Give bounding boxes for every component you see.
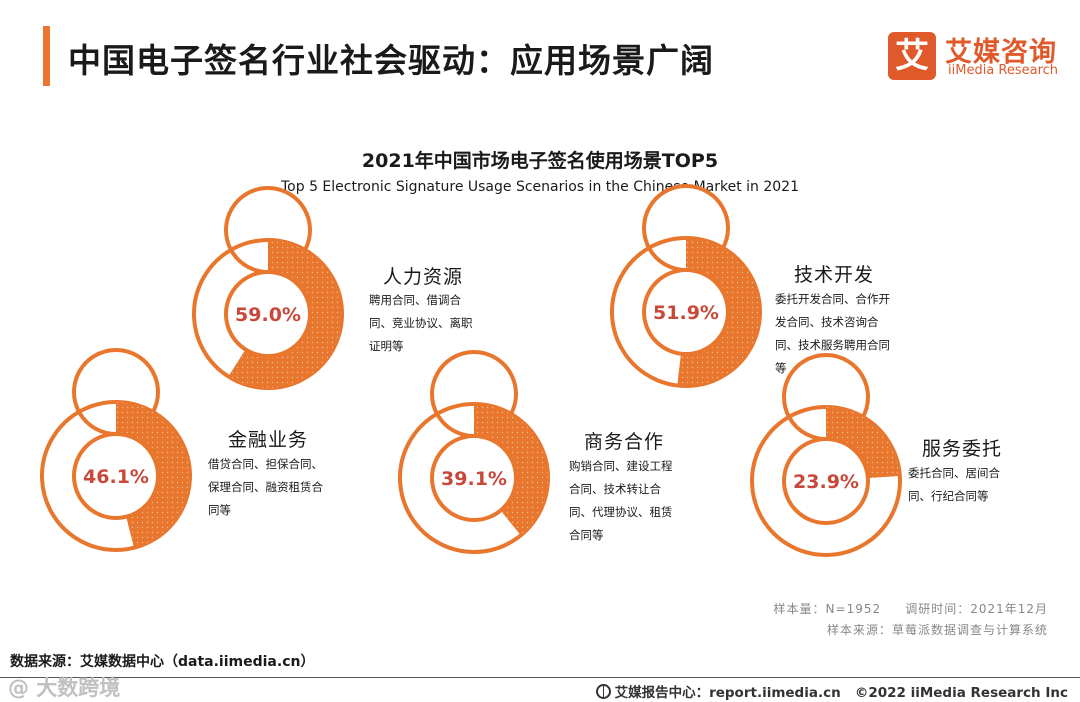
donut-finance: 46.1%: [40, 348, 192, 552]
globe-icon: [595, 684, 611, 699]
donut-segment-hr: [228, 240, 342, 388]
donut-hole-hr: [224, 270, 312, 358]
page-title: 中国电子签名行业社会驱动：应用场景广阔: [68, 41, 714, 80]
donut-hole-service: [782, 437, 870, 525]
sample-size: 样本量：N=1952: [773, 602, 882, 616]
category-label-hr: 人力资源: [383, 266, 464, 288]
donut-business: 39.1%: [398, 350, 550, 554]
category-label-tech: 技术开发: [794, 264, 875, 286]
donut-hole-business: [430, 434, 518, 522]
donut-segment-tech: [677, 238, 760, 386]
donut-value-tech: 51.9%: [653, 302, 719, 324]
category-label-service: 服务委托: [922, 438, 1003, 460]
logo-mark: 艾: [888, 32, 936, 80]
donut-value-service: 23.9%: [793, 471, 859, 493]
copyright: ©2022 iiMedia Research Inc: [854, 685, 1068, 701]
category-desc-finance: 借贷合同、担保合同、保理合同、融资租赁合同等: [208, 457, 323, 517]
donut-hole-finance: [72, 432, 160, 520]
donut-segment-service: [826, 407, 900, 479]
donut-service: 23.9%: [750, 353, 902, 557]
donut-value-business: 39.1%: [441, 468, 507, 490]
donut-value-hr: 59.0%: [235, 304, 301, 326]
data-source: 数据来源：艾媒数据中心（data.iimedia.cn）: [10, 654, 315, 670]
category-desc-hr: 聘用合同、借调合同、竞业协议、离职证明等: [369, 293, 473, 353]
donut-value-finance: 46.1%: [83, 466, 149, 488]
survey-time: 调研时间：2021年12月: [905, 602, 1048, 616]
sample-source: 样本来源：草莓派数据调查与计算系统: [826, 623, 1048, 637]
iimedia-logo: 艾 艾媒咨询 iiMedia Research: [888, 30, 1063, 82]
watermark: @ 大数跨境: [8, 676, 121, 700]
donut-segment-business: [474, 404, 549, 536]
category-desc-tech: 委托开发合同、合作开发合同、技术咨询合同、技术服务聘用合同等: [775, 292, 890, 375]
footer-credits: 艾媒报告中心：report.iimedia.cn ©2022 iiMedia R…: [595, 681, 1068, 701]
report-center-link[interactable]: 艾媒报告中心：report.iimedia.cn: [614, 685, 841, 701]
title-accent-bar: [43, 26, 50, 86]
donut-hr: 59.0%: [192, 186, 344, 390]
category-desc-service: 委托合同、居间合同、行纪合同等: [908, 466, 1000, 503]
chart-title: 2021年中国市场电子签名使用场景TOP5: [361, 150, 719, 172]
sample-info: 样本量：N=1952 调研时间：2021年12月: [774, 600, 1048, 617]
donut-tech: 51.9%: [610, 184, 762, 388]
footer-divider: [0, 677, 1080, 678]
donut-hole-tech: [642, 268, 730, 356]
category-label-business: 商务合作: [584, 431, 665, 453]
logo-name-en: iiMedia Research: [948, 63, 1059, 78]
category-label-finance: 金融业务: [228, 429, 309, 451]
category-desc-business: 购销合同、建设工程合同、技术转让合同、代理协议、租赁合同等: [569, 459, 673, 542]
donut-segment-finance: [116, 402, 190, 548]
logo-name-cn: 艾媒咨询: [945, 37, 1057, 68]
